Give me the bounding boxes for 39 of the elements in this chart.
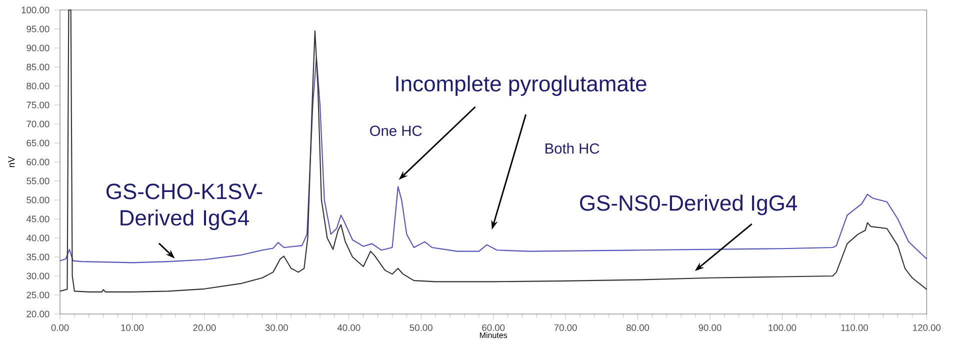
x-tick-label: 80.00: [626, 324, 650, 331]
annotation: Incomplete pyroglutamate: [396, 75, 646, 96]
y-tick-label: 95.00: [26, 26, 50, 32]
y-tick-label: 30.00: [26, 272, 50, 280]
y-tick-label: 75.00: [26, 102, 50, 108]
x-axis-title: Minutes: [480, 332, 508, 338]
y-tick-label: 45.00: [26, 216, 50, 222]
y-tick-label: 60.00: [26, 158, 50, 166]
x-tick-label: 70.00: [554, 324, 577, 331]
y-axis-title: nV: [8, 156, 15, 168]
x-tick-label: 20.00: [193, 324, 216, 331]
annotation: GS-CHO-K1SV-Derived IgG4: [106, 184, 262, 230]
x-tick-label: 0.00: [51, 324, 69, 331]
x-tick-label: 40.00: [337, 324, 360, 331]
y-tick-label: 55.00: [26, 178, 50, 184]
x-tick-label: 90.00: [698, 324, 722, 331]
y-tick-label: 85.00: [26, 64, 50, 70]
x-tick-label: 120.00: [913, 324, 941, 331]
x-tick-label: 30.00: [265, 324, 288, 331]
line-series: [59, 9, 928, 292]
y-tick-label: 20.00: [26, 310, 50, 318]
annotation: One HC: [370, 126, 422, 136]
y-tick-label: 80.00: [26, 82, 50, 90]
y-tick-label: 65.00: [26, 140, 50, 146]
y-tick-label: 40.00: [26, 234, 50, 242]
annotation: GS-NS0-Derived IgG4: [580, 194, 798, 216]
x-tick-label: 100.00: [768, 324, 796, 331]
x-tick-label: 110.00: [841, 324, 868, 331]
y-tick-label: 70.00: [26, 120, 50, 128]
x-tick-label: 10.00: [121, 324, 144, 331]
y-tick-label: 90.00: [26, 44, 50, 52]
y-tick-label: 50.00: [26, 196, 50, 204]
y-tick-label: 25.00: [26, 292, 50, 298]
y-tick-label: 35.00: [26, 254, 50, 260]
x-tick-label: 50.00: [410, 324, 432, 331]
y-tick-label: 100.00: [22, 6, 50, 14]
x-tick-label: 60.00: [482, 324, 505, 331]
annotation: Both HC: [546, 142, 600, 154]
line-series: [59, 56, 928, 264]
